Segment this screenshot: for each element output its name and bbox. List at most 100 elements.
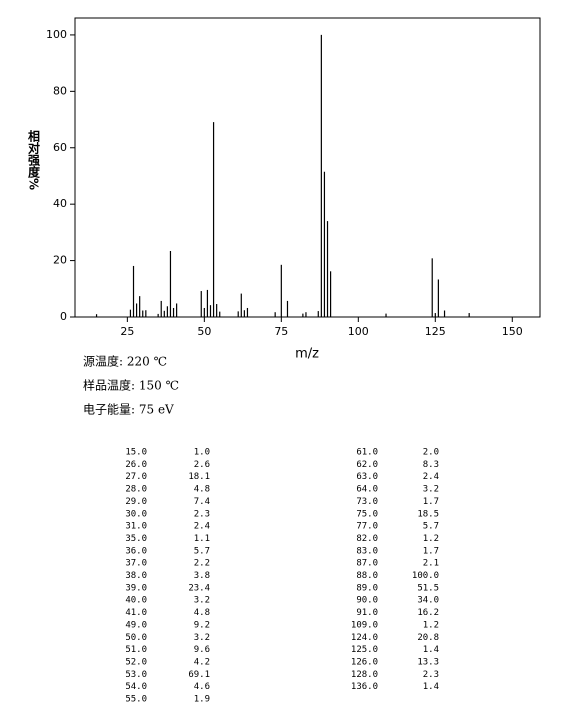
intensity-cell: 2.4 (423, 472, 439, 482)
intensity-cell: 2.0 (423, 448, 439, 458)
y-axis-label: 相对强度% (27, 129, 41, 190)
mz-cell: 61.0 (356, 448, 378, 458)
mz-cell: 31.0 (125, 522, 147, 532)
mz-cell: 15.0 (125, 448, 147, 458)
intensity-cell: 2.3 (423, 670, 439, 680)
mz-cell: 126.0 (351, 657, 378, 667)
mz-cell: 41.0 (125, 608, 147, 618)
intensity-cell: 20.8 (417, 633, 439, 643)
mz-cell: 83.0 (356, 546, 378, 556)
intensity-cell: 1.4 (423, 645, 439, 655)
plot-frame (74, 17, 541, 318)
mz-cell: 51.0 (125, 645, 147, 655)
intensity-cell: 1.7 (423, 546, 439, 556)
x-tick-label: 25 (120, 325, 134, 338)
y-tick-label: 0 (60, 310, 67, 323)
intensity-cell: 8.3 (423, 460, 439, 470)
y-tick-label: 40 (53, 197, 67, 210)
mz-cell: 28.0 (125, 485, 147, 495)
mz-cell: 54.0 (125, 682, 147, 692)
intensity-cell: 1.9 (194, 695, 210, 705)
intensity-cell: 51.5 (417, 583, 439, 593)
x-tick-label: 100 (348, 325, 369, 338)
mz-cell: 63.0 (356, 472, 378, 482)
mz-cell: 29.0 (125, 497, 147, 507)
intensity-cell: 4.2 (194, 657, 210, 667)
intensity-cell: 1.2 (423, 534, 439, 544)
mz-cell: 52.0 (125, 657, 147, 667)
x-tick-label: 75 (274, 325, 288, 338)
mz-cell: 73.0 (356, 497, 378, 507)
intensity-cell: 1.4 (423, 682, 439, 692)
intensity-cell: 23.4 (188, 583, 210, 593)
mz-cell: 26.0 (125, 460, 147, 470)
intensity-cell: 69.1 (188, 670, 210, 680)
x-axis-label: m/z (295, 347, 319, 362)
intensity-cell: 2.4 (194, 522, 210, 532)
intensity-cell: 5.7 (423, 522, 439, 532)
intensity-cell: 100.0 (412, 571, 439, 581)
x-tick-label: 125 (425, 325, 446, 338)
intensity-cell: 2.3 (194, 509, 210, 519)
mz-cell: 136.0 (351, 682, 378, 692)
y-tick-label: 80 (53, 84, 67, 97)
mz-cell: 30.0 (125, 509, 147, 519)
mz-cell: 64.0 (356, 485, 378, 495)
x-tick-label: 50 (197, 325, 211, 338)
intensity-cell: 3.8 (194, 571, 210, 581)
y-tick-label: 60 (53, 141, 67, 154)
intensity-cell: 4.8 (194, 485, 210, 495)
intensity-cell: 7.4 (194, 497, 210, 507)
mz-cell: 40.0 (125, 596, 147, 606)
intensity-cell: 1.2 (423, 620, 439, 630)
mz-cell: 62.0 (356, 460, 378, 470)
mz-cell: 128.0 (351, 670, 378, 680)
intensity-cell: 2.2 (194, 559, 210, 569)
mz-cell: 82.0 (356, 534, 378, 544)
mz-cell: 109.0 (351, 620, 378, 630)
intensity-cell: 18.1 (188, 472, 210, 482)
intensity-cell: 9.6 (194, 645, 210, 655)
y-tick-label: 100 (46, 28, 67, 41)
info-line: 样品温度: 150 ℃ (83, 378, 179, 393)
intensity-cell: 13.3 (417, 657, 439, 667)
mz-cell: 124.0 (351, 633, 378, 643)
info-line: 源温度: 220 ℃ (83, 354, 167, 369)
intensity-cell: 9.2 (194, 620, 210, 630)
intensity-cell: 1.1 (194, 534, 210, 544)
mz-cell: 88.0 (356, 571, 378, 581)
mz-cell: 90.0 (356, 596, 378, 606)
mz-cell: 55.0 (125, 695, 147, 705)
intensity-cell: 2.6 (194, 460, 210, 470)
intensity-cell: 18.5 (417, 509, 439, 519)
intensity-cell: 3.2 (194, 633, 210, 643)
intensity-cell: 1.0 (194, 448, 210, 458)
mz-cell: 37.0 (125, 559, 147, 569)
mz-cell: 125.0 (351, 645, 378, 655)
mz-cell: 38.0 (125, 571, 147, 581)
x-tick-label: 150 (502, 325, 523, 338)
intensity-cell: 4.8 (194, 608, 210, 618)
y-tick-label: 20 (53, 254, 67, 267)
intensity-cell: 34.0 (417, 596, 439, 606)
intensity-cell: 5.7 (194, 546, 210, 556)
mz-cell: 53.0 (125, 670, 147, 680)
intensity-cell: 2.1 (423, 559, 439, 569)
intensity-cell: 1.7 (423, 497, 439, 507)
intensity-cell: 3.2 (194, 596, 210, 606)
mz-cell: 91.0 (356, 608, 378, 618)
mz-cell: 50.0 (125, 633, 147, 643)
mz-cell: 35.0 (125, 534, 147, 544)
mz-cell: 49.0 (125, 620, 147, 630)
mz-cell: 75.0 (356, 509, 378, 519)
mz-cell: 39.0 (125, 583, 147, 593)
intensity-cell: 4.6 (194, 682, 210, 692)
mz-cell: 27.0 (125, 472, 147, 482)
info-line: 电子能量: 75 eV (83, 403, 174, 417)
intensity-cell: 3.2 (423, 485, 439, 495)
mz-cell: 77.0 (356, 522, 378, 532)
mz-cell: 36.0 (125, 546, 147, 556)
mz-cell: 89.0 (356, 583, 378, 593)
intensity-cell: 16.2 (417, 608, 439, 618)
